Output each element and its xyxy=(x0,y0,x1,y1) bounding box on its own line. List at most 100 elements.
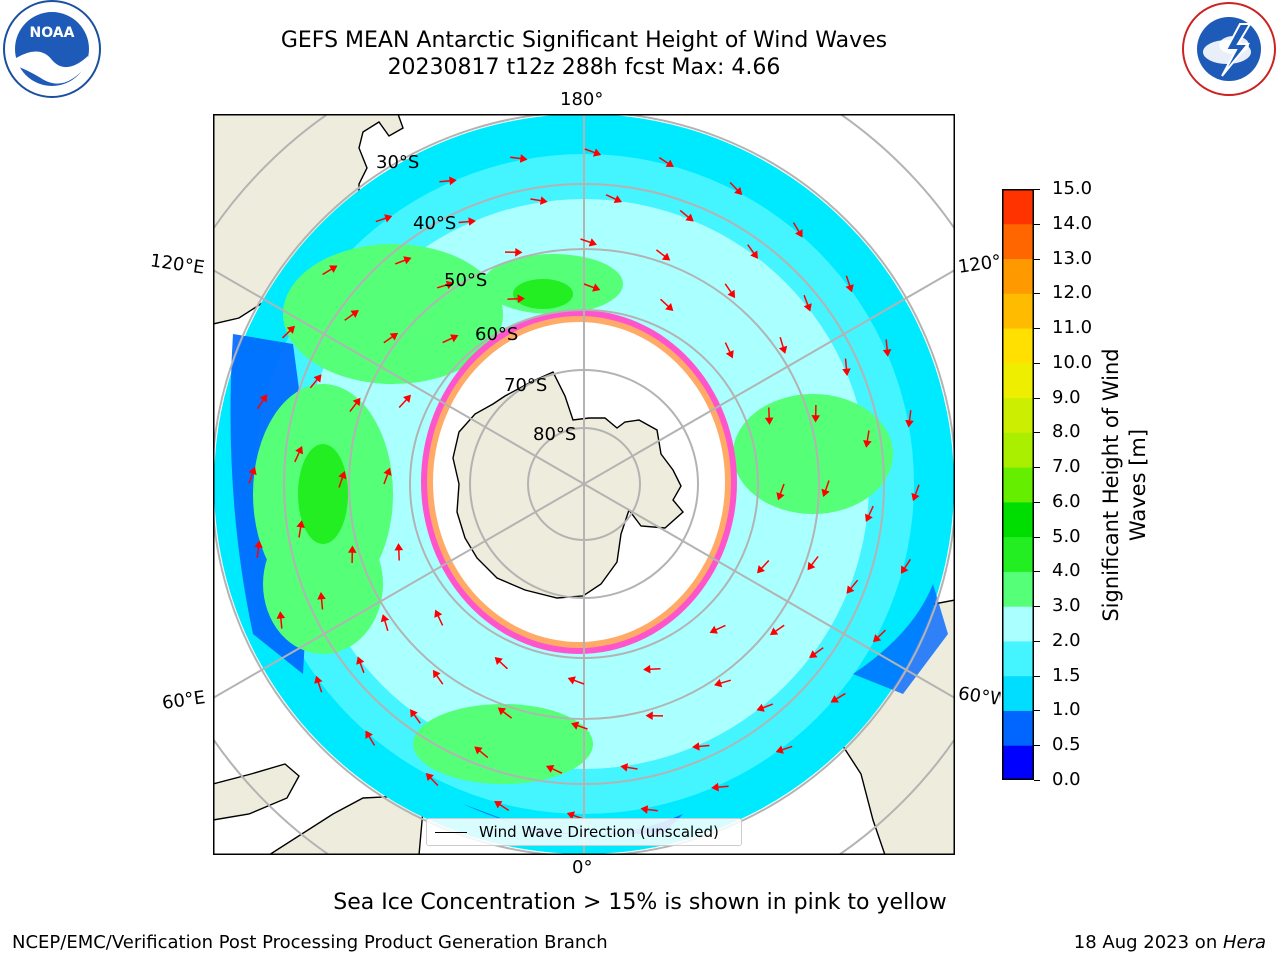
wind-arrow-head xyxy=(296,520,305,529)
wind-arrow-shaft xyxy=(580,238,592,244)
wind-arrow-head xyxy=(900,565,909,574)
wind-arrow-shaft xyxy=(383,335,394,344)
wind-arrow-shaft xyxy=(720,679,732,685)
wind-arrow-head xyxy=(566,811,576,820)
colorbar-tick-mark xyxy=(1034,328,1040,330)
lat-label-30s: 30°S xyxy=(376,152,420,173)
wind-arrow-shaft xyxy=(810,555,819,566)
colorbar-swatch xyxy=(1002,432,1034,468)
wind-arrow-shaft xyxy=(383,473,389,485)
wind-arrow-shaft xyxy=(294,451,301,463)
colorbar-tick-mark xyxy=(1034,432,1040,434)
wind-arrow-shaft xyxy=(499,803,510,812)
map-panel xyxy=(213,114,955,855)
wind-arrow-head xyxy=(714,678,723,688)
colorbar-swatch xyxy=(1002,640,1034,677)
colorbar-tick-label: 1.5 xyxy=(1052,664,1081,686)
wind-arrow-shaft xyxy=(877,629,887,639)
wind-arrow-shaft xyxy=(322,268,333,276)
colorbar-tick-label: 15.0 xyxy=(1052,178,1093,199)
wind-arrow-shaft xyxy=(576,724,588,730)
lat-label-40s: 40°S xyxy=(413,213,457,234)
chart-subtitle: 20230817 t12z 288h fcst Max: 4.66 xyxy=(387,55,781,80)
wind-arrow-head xyxy=(775,745,784,754)
wind-arrow-shaft xyxy=(762,703,774,709)
wind-arrow-shaft xyxy=(659,298,670,308)
wind-arrow-head xyxy=(645,711,653,721)
wind-arrow-shaft xyxy=(626,766,638,770)
wind-arrow-head xyxy=(545,765,555,773)
wind-arrow-shaft xyxy=(646,808,658,812)
wind-arrow-head xyxy=(434,609,443,618)
wind-arrow-head xyxy=(410,709,418,718)
colorbar-swatch xyxy=(1002,328,1034,364)
wind-arrow-head xyxy=(519,154,528,163)
colorbar-swatch xyxy=(1002,710,1034,746)
wind-arrow-head xyxy=(450,334,459,343)
colorbar-tick-mark xyxy=(1034,223,1040,225)
wind-arrow-head xyxy=(809,650,818,658)
wind-arrow-shaft xyxy=(320,598,324,610)
wind-arrow-shaft xyxy=(359,662,365,674)
colorbar-tick-mark xyxy=(1034,745,1040,747)
wind-arrow-head xyxy=(403,256,412,265)
colorbar-swatch xyxy=(1002,501,1034,538)
wind-arrow-head xyxy=(425,772,434,782)
wind-arrow-head xyxy=(727,289,736,299)
wind-arrow-shaft xyxy=(724,342,731,353)
wind-arrow-head xyxy=(803,303,812,312)
colorbar-tick-mark xyxy=(1034,258,1040,260)
wind-arrow-shaft xyxy=(717,785,729,788)
wind-arrow-head xyxy=(295,445,303,455)
wind-arrow-shaft xyxy=(280,617,283,629)
wind-arrow-shaft xyxy=(256,399,265,410)
wind-arrow-shaft xyxy=(383,620,389,632)
wind-arrow-shaft xyxy=(437,615,444,626)
colorbar-tick-label: 11.0 xyxy=(1052,317,1093,339)
wind-arrow-head xyxy=(276,611,286,619)
wind-arrow-shaft xyxy=(442,337,453,344)
footer-host: Hera xyxy=(1222,932,1266,953)
wind-arrow-shaft xyxy=(583,283,595,289)
land-antarctica xyxy=(452,371,684,599)
wind-arrow-head xyxy=(445,280,454,290)
wind-arrow-shaft xyxy=(679,209,690,218)
wind-arrow-head xyxy=(474,746,483,755)
wind-arrow-head xyxy=(811,415,821,423)
wind-arrow-shaft xyxy=(573,679,585,685)
wind-arrow-head xyxy=(911,492,920,502)
wind-arrow-shaft xyxy=(724,283,733,294)
colorbar-tick-label: 0.0 xyxy=(1052,769,1081,790)
wind-arrow-head xyxy=(571,721,580,730)
colorbar-tick-mark xyxy=(1034,536,1040,538)
lat-label-60s: 60°S xyxy=(475,324,519,345)
wind-arrow-shaft xyxy=(760,559,770,570)
polar-map xyxy=(213,114,955,855)
wind-arrow-head xyxy=(515,247,523,257)
wind-arrow-head xyxy=(665,159,674,168)
colorbar-tick-label: 1.0 xyxy=(1052,699,1081,721)
wind-arrow-head xyxy=(365,730,373,739)
wind-arrow-head xyxy=(661,252,671,261)
wind-arrow-head xyxy=(685,213,694,222)
wind-arrow-shaft xyxy=(344,313,355,321)
wind-arrow-head xyxy=(254,540,263,549)
lon-label-180: 180° xyxy=(560,89,604,110)
wind-arrow-shaft xyxy=(845,275,851,287)
wind-arrow-shaft xyxy=(781,745,793,751)
wind-arrow-shaft xyxy=(551,767,563,774)
colorbar-tick-mark xyxy=(1034,571,1040,573)
wind-arrow-head xyxy=(709,625,718,634)
legend-label: Wind Wave Direction (unscaled) xyxy=(479,823,719,841)
wind-arrow-shaft xyxy=(655,249,666,258)
wind-arrow-shaft xyxy=(908,410,912,422)
wind-arrow-shaft xyxy=(375,217,387,223)
wind-arrow-head xyxy=(776,492,785,501)
wind-arrow-head xyxy=(286,325,296,334)
wind-arrow-head xyxy=(711,782,719,792)
wind-arrow-head xyxy=(665,303,674,311)
colorbar-swatch xyxy=(1002,362,1034,399)
wind-arrow-shaft xyxy=(658,156,669,165)
wind-arrow-head xyxy=(356,656,365,665)
wind-arrow-head xyxy=(643,664,651,674)
